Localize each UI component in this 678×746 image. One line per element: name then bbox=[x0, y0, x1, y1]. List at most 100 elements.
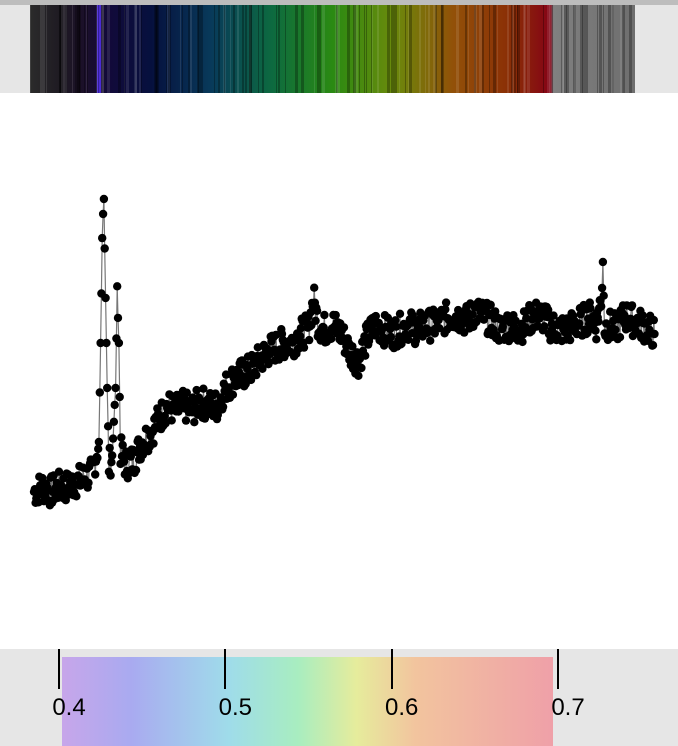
spectrum-streak bbox=[218, 5, 219, 93]
x-tick bbox=[58, 649, 60, 689]
spectrum-streak bbox=[285, 5, 286, 93]
spectrum-streak bbox=[126, 5, 128, 93]
spectrum-streak bbox=[391, 5, 394, 93]
spectrum-streak bbox=[139, 5, 141, 93]
spectrum-streak bbox=[543, 5, 544, 93]
spectrum-streak bbox=[629, 5, 632, 93]
data-point bbox=[361, 351, 370, 360]
spectrum-streak bbox=[441, 5, 444, 93]
spectrum-streak bbox=[180, 5, 181, 93]
data-point bbox=[109, 417, 119, 426]
spectrum-streak bbox=[582, 5, 585, 93]
spectrum-streak bbox=[168, 5, 171, 93]
spectrum-streak bbox=[135, 5, 137, 93]
spectrum-streak bbox=[465, 5, 467, 93]
data-point bbox=[597, 283, 607, 293]
spectrum-streak bbox=[318, 5, 319, 93]
spectrum-streak bbox=[357, 5, 358, 93]
data-point bbox=[117, 433, 126, 442]
spectrum-streak bbox=[599, 5, 602, 93]
spectrum-streak bbox=[585, 5, 588, 93]
x-tick-label: 0.4 bbox=[52, 694, 86, 721]
data-point bbox=[575, 319, 584, 328]
spectrum-streak bbox=[433, 5, 436, 93]
spectrum-streak bbox=[353, 5, 356, 93]
spectrum-streak bbox=[301, 5, 304, 93]
spectrum-streak bbox=[394, 5, 397, 93]
data-point bbox=[182, 388, 191, 397]
spectrum-streak bbox=[511, 5, 513, 93]
spectrum-streak bbox=[60, 5, 63, 93]
spectrum-streak bbox=[573, 5, 576, 93]
spectrum-streak bbox=[405, 5, 406, 93]
data-point bbox=[518, 337, 527, 347]
data-point bbox=[553, 331, 562, 340]
spectrum-streak bbox=[497, 5, 498, 93]
spectrum-streak bbox=[317, 5, 318, 93]
data-point bbox=[108, 451, 117, 460]
spectrum-streak bbox=[78, 5, 81, 93]
data-point bbox=[190, 418, 199, 427]
data-point bbox=[597, 302, 606, 311]
spectrum-streak bbox=[46, 5, 47, 93]
data-point bbox=[339, 323, 349, 332]
spectrum-streak bbox=[603, 5, 604, 93]
data-point bbox=[118, 440, 127, 450]
spectrum-streak bbox=[387, 5, 390, 93]
data-point bbox=[93, 453, 102, 463]
spectrum-streak bbox=[98, 5, 99, 93]
spectrum-streak bbox=[493, 5, 496, 93]
spectrum-streak bbox=[474, 5, 476, 93]
data-point bbox=[114, 338, 124, 348]
data-point bbox=[357, 363, 366, 373]
spectrum-streak bbox=[468, 5, 469, 93]
data-point bbox=[98, 233, 107, 243]
data-point bbox=[486, 300, 495, 310]
series-points bbox=[29, 194, 659, 510]
spectrum-image-strip bbox=[30, 5, 635, 93]
spectrum-streak bbox=[371, 5, 372, 93]
spectrum-streak bbox=[482, 5, 484, 93]
spectrum-streak bbox=[258, 5, 259, 93]
spectrum-streak bbox=[377, 5, 379, 93]
wavelength-color-bar bbox=[62, 657, 553, 746]
spectrum-streak bbox=[167, 5, 170, 93]
data-point bbox=[594, 317, 603, 326]
data-point bbox=[327, 334, 336, 343]
spectrum-streak bbox=[574, 5, 576, 93]
data-point bbox=[167, 416, 176, 425]
data-point bbox=[331, 310, 340, 320]
data-point bbox=[296, 324, 306, 333]
spectrum-streaks bbox=[30, 5, 632, 93]
spectrum-streak bbox=[527, 5, 530, 93]
data-point bbox=[391, 316, 400, 325]
spectrum-streak bbox=[523, 5, 525, 93]
spectrum-streak bbox=[419, 5, 421, 93]
spectrum-streak bbox=[102, 5, 104, 93]
spectrum-streak bbox=[124, 5, 125, 93]
data-point bbox=[592, 335, 601, 344]
spectrum-image-band bbox=[0, 0, 678, 93]
spectrum-streak bbox=[245, 5, 247, 93]
spectrum-streak bbox=[107, 5, 110, 93]
data-point bbox=[149, 439, 158, 448]
data-point bbox=[627, 301, 637, 310]
data-point bbox=[106, 471, 115, 480]
data-point bbox=[84, 478, 93, 487]
spectrum-streak bbox=[86, 5, 87, 93]
x-tick-label: 0.7 bbox=[551, 694, 585, 721]
data-point bbox=[650, 329, 659, 339]
spectrum-streak bbox=[40, 5, 43, 93]
spectrum-streak bbox=[79, 5, 80, 93]
x-tick-label: 0.6 bbox=[384, 694, 419, 721]
data-point bbox=[620, 311, 629, 320]
data-point bbox=[348, 342, 357, 351]
data-point bbox=[105, 443, 114, 453]
spectrum-streak bbox=[155, 5, 158, 93]
data-point bbox=[72, 492, 81, 501]
spectrum-streak bbox=[479, 5, 482, 93]
spectrum-streak bbox=[580, 5, 583, 93]
data-point bbox=[113, 313, 123, 323]
data-point bbox=[371, 311, 380, 321]
spectrum-streak bbox=[456, 5, 459, 93]
